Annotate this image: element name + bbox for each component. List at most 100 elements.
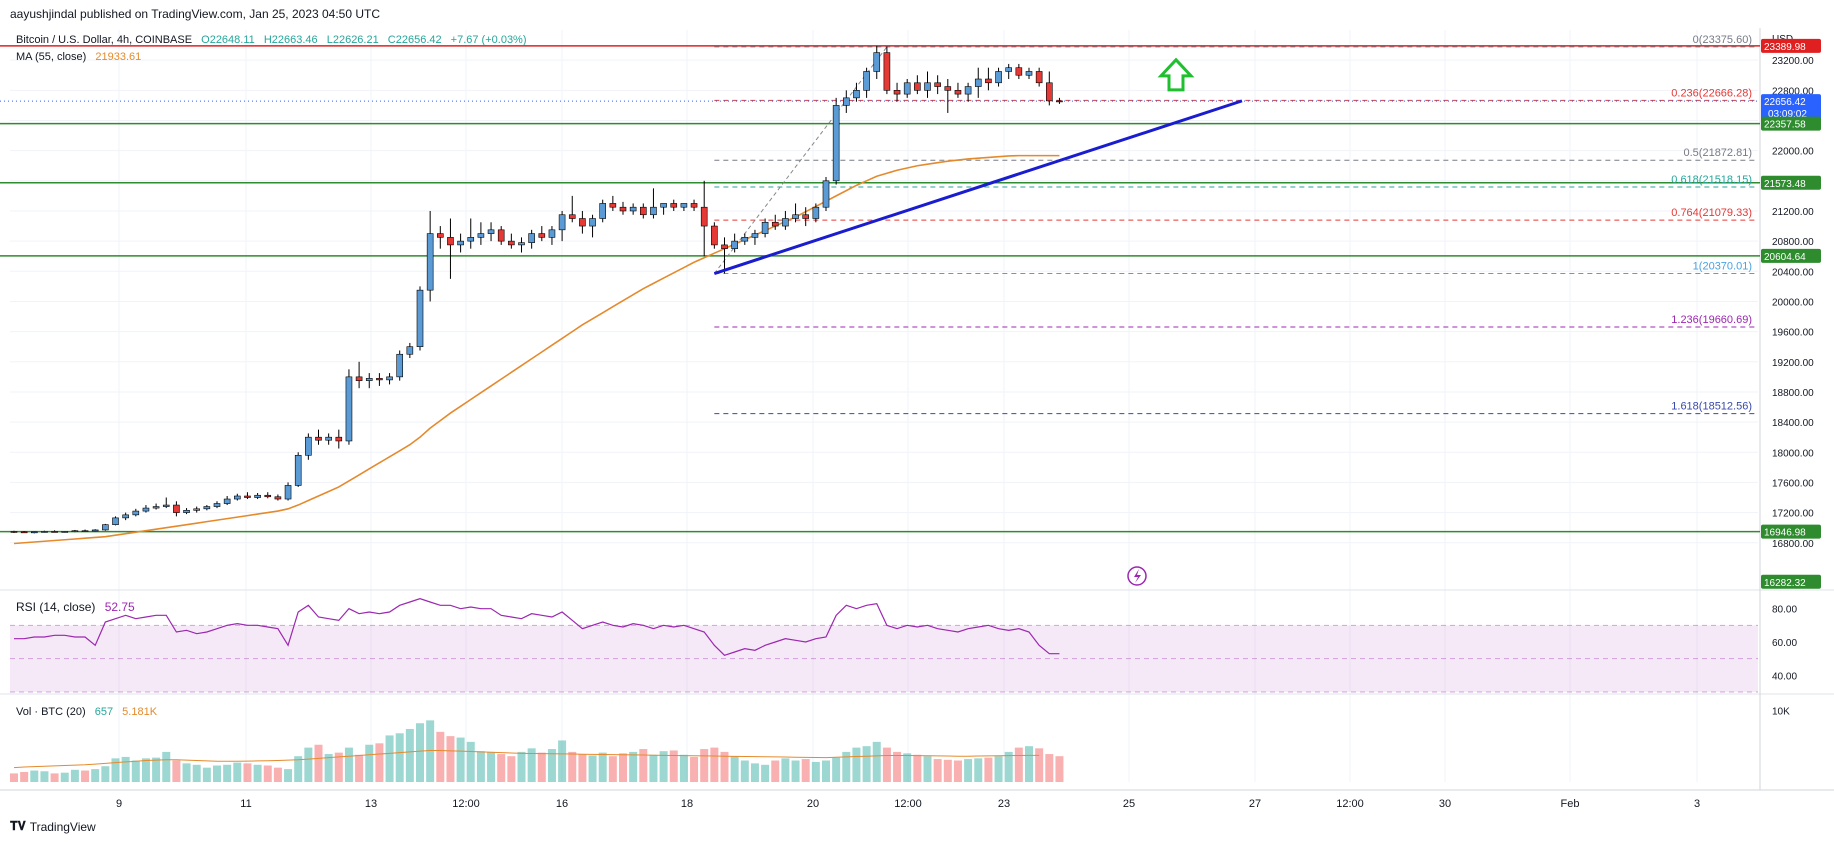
volume-bar xyxy=(608,756,617,782)
volume-bar xyxy=(162,751,171,782)
price-tick-label: 18400.00 xyxy=(1772,418,1814,429)
candle xyxy=(365,378,373,381)
candle xyxy=(497,229,505,242)
candle xyxy=(173,504,180,513)
candle xyxy=(853,90,860,99)
volume-bar xyxy=(30,770,39,782)
candle xyxy=(91,529,99,532)
volume-bar xyxy=(223,764,232,782)
volume-bar xyxy=(10,773,18,782)
volume-bar xyxy=(913,754,922,782)
candle xyxy=(467,237,475,242)
candle xyxy=(264,494,272,498)
time-tick-label: 27 xyxy=(1249,798,1261,810)
candle xyxy=(447,237,454,246)
candle xyxy=(355,376,363,381)
volume-bar xyxy=(984,757,993,782)
candle xyxy=(751,233,759,238)
volume-bar xyxy=(1055,756,1064,782)
candle xyxy=(1046,82,1053,102)
volume-bar xyxy=(791,760,800,782)
candle xyxy=(386,376,393,381)
time-tick-label: 23 xyxy=(998,798,1010,810)
tradingview-logo[interactable]: 𝐓𝐕 TradingView xyxy=(10,819,96,834)
time-tick-label: 25 xyxy=(1123,798,1135,810)
volume-bar xyxy=(903,753,912,782)
ma-legend[interactable]: MA (55, close) 21933.61 xyxy=(16,51,147,63)
candle xyxy=(51,531,58,533)
candle xyxy=(771,221,779,227)
time-tick-label: Feb xyxy=(1561,798,1580,810)
price-tick-label: 19600.00 xyxy=(1772,328,1814,339)
volume-bar xyxy=(213,765,221,782)
volume-bar xyxy=(91,769,100,782)
candle xyxy=(528,233,535,243)
ma55-line xyxy=(13,154,1060,545)
candle xyxy=(416,289,424,348)
volume-bar xyxy=(527,748,536,782)
volume-bar xyxy=(517,751,526,782)
volume-bar xyxy=(822,760,830,782)
volume-bar xyxy=(466,741,475,782)
candle xyxy=(406,346,414,355)
candle xyxy=(650,206,657,216)
price-tick-label: 18000.00 xyxy=(1772,448,1814,459)
volume-bar xyxy=(152,757,161,782)
candle xyxy=(10,531,18,533)
price-axis-badge-label: 22357.58 xyxy=(1764,120,1806,131)
time-tick-label: 9 xyxy=(116,798,122,810)
time-tick-label: 12:00 xyxy=(452,798,480,810)
symbol-name[interactable]: Bitcoin / U.S. Dollar, 4h, COINBASE xyxy=(16,34,193,46)
fib-level-label: 0.5(21872.81) xyxy=(1684,147,1753,159)
fib-level-label: 0.236(22666.28) xyxy=(1671,87,1752,99)
open-value: O22648.11 xyxy=(201,34,255,46)
rsi-tick-label: 60.00 xyxy=(1772,638,1797,649)
candle xyxy=(792,214,799,219)
volume-bar xyxy=(801,759,810,782)
volume-bar xyxy=(1025,746,1033,782)
volume-bar xyxy=(537,752,546,782)
candle xyxy=(731,240,738,249)
fib-level-label: 1.236(19660.69) xyxy=(1671,314,1752,326)
candle xyxy=(71,530,79,532)
trend-line xyxy=(713,99,1243,275)
price-axis-badge-label: 21573.48 xyxy=(1764,179,1806,190)
volume-bar xyxy=(659,751,668,782)
candle xyxy=(183,510,190,513)
volume-bar xyxy=(284,769,293,782)
publisher-header: aayushjindal published on TradingView.co… xyxy=(10,7,381,21)
volume-bar xyxy=(943,759,952,782)
candle xyxy=(376,378,383,381)
price-axis-badge-label: 16946.98 xyxy=(1764,528,1806,539)
volume-bar xyxy=(619,753,627,782)
candle xyxy=(721,244,728,249)
volume-bar xyxy=(1004,751,1013,782)
volume-bar xyxy=(497,754,506,782)
candle xyxy=(284,485,292,500)
candle xyxy=(477,233,485,238)
volume-bar xyxy=(761,764,770,782)
volume-bar xyxy=(629,751,638,782)
candle xyxy=(802,214,810,219)
candle xyxy=(700,206,708,227)
price-axis-badge xyxy=(1761,248,1821,263)
price-axis-badge-label: 16282.32 xyxy=(1764,578,1806,589)
rsi-tick-label: 40.00 xyxy=(1772,671,1797,682)
fib-level-label: 0.618(21518.15) xyxy=(1671,174,1752,186)
tradingview-logo-icon: 𝐓𝐕 xyxy=(10,819,26,833)
candle xyxy=(914,82,921,91)
volume-bar xyxy=(40,771,49,782)
candle xyxy=(538,233,546,238)
candle xyxy=(203,506,211,510)
ma-label: MA (55, close) xyxy=(16,51,87,63)
time-tick-label: 16 xyxy=(556,798,568,810)
volume-bar xyxy=(395,733,404,782)
symbol-legend: Bitcoin / U.S. Dollar, 4h, COINBASE O226… xyxy=(16,34,533,46)
rsi-legend[interactable]: RSI (14, close) 52.75 xyxy=(16,600,141,614)
price-axis-badge-label: 20604.64 xyxy=(1764,252,1806,263)
volume-legend[interactable]: Vol · BTC (20) 657 5.181K xyxy=(16,706,163,718)
fib-level-label: 1(20370.01) xyxy=(1693,261,1752,273)
volume-bar xyxy=(578,754,587,782)
volume-bar xyxy=(923,756,932,782)
